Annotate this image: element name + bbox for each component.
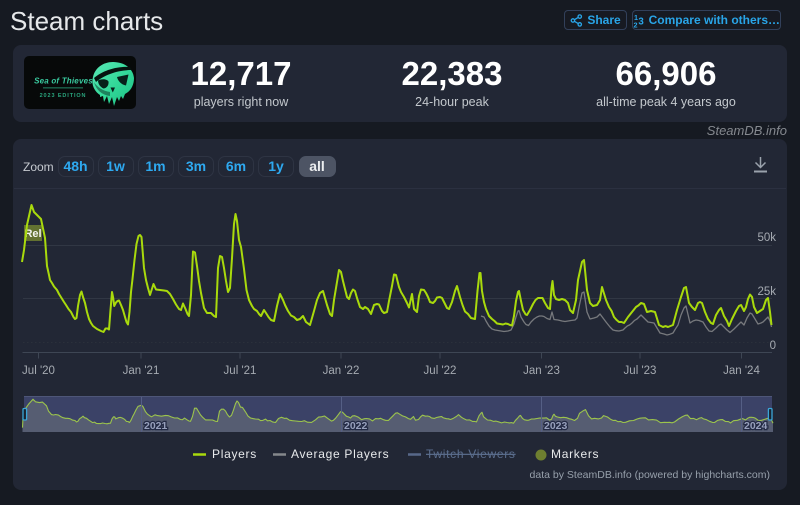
svg-text:Markers: Markers xyxy=(551,447,599,461)
svg-text:Players: Players xyxy=(212,447,257,461)
svg-text:2024: 2024 xyxy=(744,420,768,432)
svg-text:Sea of Thieves: Sea of Thieves xyxy=(34,77,93,86)
svg-text:Jul '22: Jul '22 xyxy=(424,365,457,377)
svg-text:Rel: Rel xyxy=(24,228,41,240)
svg-text:Jul '20: Jul '20 xyxy=(22,365,55,377)
svg-text:25k: 25k xyxy=(757,286,776,298)
svg-text:Average Players: Average Players xyxy=(291,447,389,461)
svg-text:2: 2 xyxy=(633,20,637,28)
svg-text:50k: 50k xyxy=(757,232,776,244)
svg-text:Jul '23: Jul '23 xyxy=(624,365,657,377)
svg-text:2023: 2023 xyxy=(544,420,568,432)
svg-text:1: 1 xyxy=(634,13,638,22)
svg-text:Jan '22: Jan '22 xyxy=(323,365,360,377)
svg-text:Jan '23: Jan '23 xyxy=(523,365,560,377)
svg-text:3: 3 xyxy=(638,16,644,27)
svg-text:Jul '21: Jul '21 xyxy=(224,365,257,377)
svg-text:Twitch Viewers: Twitch Viewers xyxy=(426,447,516,461)
svg-text:2022: 2022 xyxy=(344,420,368,432)
svg-text:data by SteamDB.info (powered: data by SteamDB.info (powered by highcha… xyxy=(530,469,770,481)
svg-text:0: 0 xyxy=(770,340,776,352)
svg-text:Jan '24: Jan '24 xyxy=(723,365,760,377)
svg-text:2023 EDITION: 2023 EDITION xyxy=(40,93,87,99)
svg-text:2021: 2021 xyxy=(144,420,168,432)
svg-text:Jan '21: Jan '21 xyxy=(123,365,160,377)
